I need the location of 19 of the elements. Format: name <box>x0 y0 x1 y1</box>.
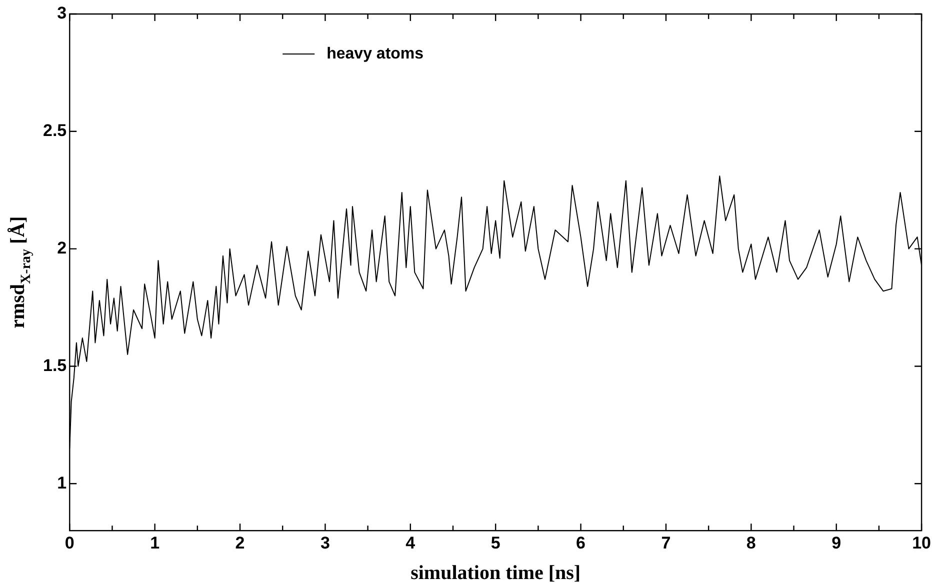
x-tick-label: 0 <box>64 533 74 552</box>
x-tick-label: 3 <box>320 533 330 552</box>
y-tick-label: 1 <box>57 473 67 492</box>
y-tick-label: 1.5 <box>42 356 67 375</box>
x-tick-label: 5 <box>490 533 500 552</box>
x-tick-label: 1 <box>150 533 160 552</box>
x-tick-label: 10 <box>912 533 932 552</box>
y-tick-label: 2 <box>57 238 67 258</box>
y-axis-title: rmsdX-ray [Å] <box>7 216 34 328</box>
y-tick-label: 2.5 <box>42 121 67 140</box>
x-tick-label: 9 <box>832 533 842 552</box>
x-tick-label: 4 <box>406 533 416 552</box>
x-tick-label: 2 <box>235 533 245 552</box>
legend-label: heavy atoms <box>326 45 424 62</box>
x-axis-title: simulation time [ns] <box>410 562 581 583</box>
x-tick-label: 7 <box>661 533 671 552</box>
y-tick-label: 3 <box>57 4 67 23</box>
x-tick-label: 6 <box>576 533 586 552</box>
x-tick-label: 8 <box>746 533 756 552</box>
